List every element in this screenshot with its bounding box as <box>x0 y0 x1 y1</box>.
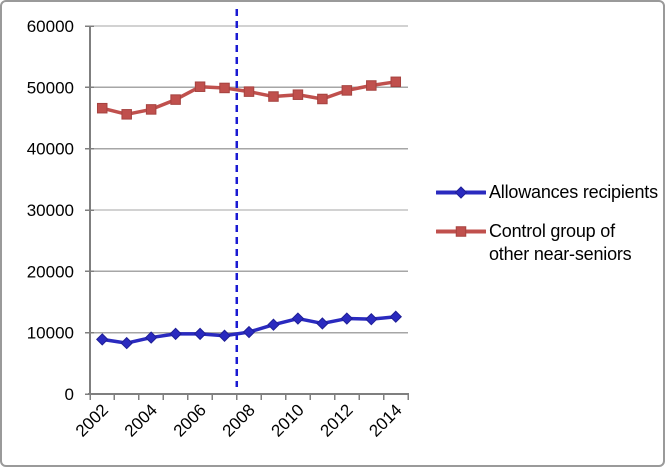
svg-text:30000: 30000 <box>27 201 74 220</box>
svg-text:20000: 20000 <box>27 262 74 281</box>
svg-text:2004: 2004 <box>121 400 161 440</box>
red-square-series-marker-icon <box>436 226 486 237</box>
svg-text:50000: 50000 <box>27 78 74 97</box>
svg-text:10000: 10000 <box>27 324 74 343</box>
svg-text:2012: 2012 <box>316 400 356 440</box>
svg-text:2008: 2008 <box>219 400 259 440</box>
svg-text:2014: 2014 <box>365 400 405 440</box>
svg-text:2006: 2006 <box>170 400 210 440</box>
legend: Allowances recipients Control group of o… <box>436 181 658 282</box>
svg-text:40000: 40000 <box>27 140 74 159</box>
legend-item-allowances-recipients: Allowances recipients <box>436 181 658 204</box>
svg-text:60000: 60000 <box>27 17 74 36</box>
svg-text:2002: 2002 <box>72 400 112 440</box>
legend-label-allowances-recipients: Allowances recipients <box>489 182 658 202</box>
legend-label-control-group: Control group of other near-seniors <box>489 221 632 264</box>
svg-text:0: 0 <box>65 385 74 404</box>
svg-text:2010: 2010 <box>268 400 308 440</box>
blue-diamond-series-marker-icon <box>436 186 486 199</box>
legend-item-control-group: Control group of other near-seniors <box>436 220 658 266</box>
